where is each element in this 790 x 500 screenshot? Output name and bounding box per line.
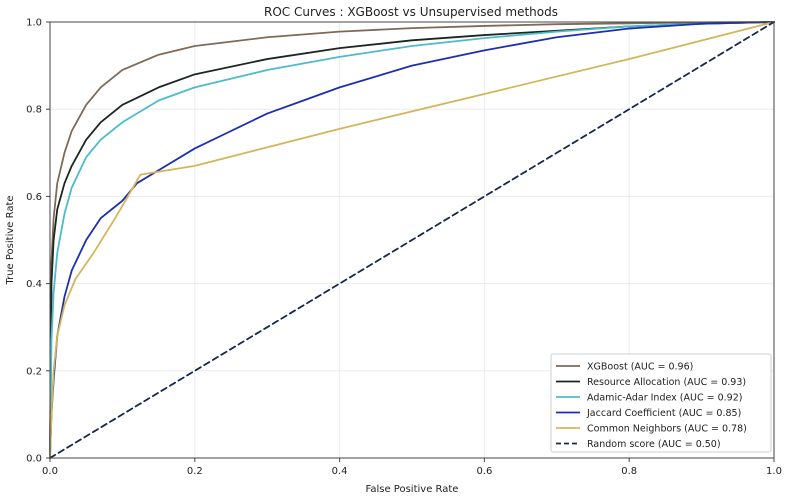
series-line-common-neighbors [49,21,775,459]
legend-label-adamic-adar-index: Adamic-Adar Index (AUC = 0.92) [587,393,742,404]
x-axis-label: False Positive Rate [366,484,459,495]
chart-title: ROC Curves : XGBoost vs Unsupervised met… [264,5,558,19]
legend-label-resource-allocation: Resource Allocation (AUC = 0.93) [587,377,746,388]
series-line-jaccard-coefficient [49,21,775,459]
plot-frame [49,21,775,459]
x-tick-label: 0.0 [42,466,58,477]
legend-box [550,353,772,453]
y-tick-label: 0.4 [26,279,42,290]
legend: XGBoost (AUC = 0.96) Resource Allocation … [550,353,772,453]
series-line-xgboost [49,21,775,459]
legend-label-jaccard-coefficient: Jaccard Coefficient (AUC = 0.85) [586,408,741,419]
y-axis-label: True Positive Rate [5,195,16,285]
series-line-random-score [49,21,775,459]
y-tick-label: 0.8 [26,105,42,116]
x-tick-label: 0.2 [187,466,203,477]
x-tick-label: 0.4 [332,466,348,477]
legend-label-xgboost: XGBoost (AUC = 0.96) [587,362,693,373]
y-tick-label: 0.6 [26,192,42,203]
y-tick-label: 0.2 [26,366,42,377]
y-tick-label: 0.0 [26,454,42,465]
legend-label-common-neighbors: Common Neighbors (AUC = 0.78) [587,424,747,435]
axis-ticks: 0.0 0.2 0.4 0.6 0.8 1.0 0.0 0.2 0.4 0.6 0.8 1.0 [26,18,782,478]
x-tick-label: 1.0 [766,466,782,477]
y-tick-label: 1.0 [26,18,42,29]
series-lines [49,21,775,459]
x-tick-label: 0.6 [476,466,492,477]
series-line-adamic-adar-index [49,21,775,459]
legend-label-random-score: Random score (AUC = 0.50) [587,439,721,450]
x-tick-label: 0.8 [621,466,637,477]
